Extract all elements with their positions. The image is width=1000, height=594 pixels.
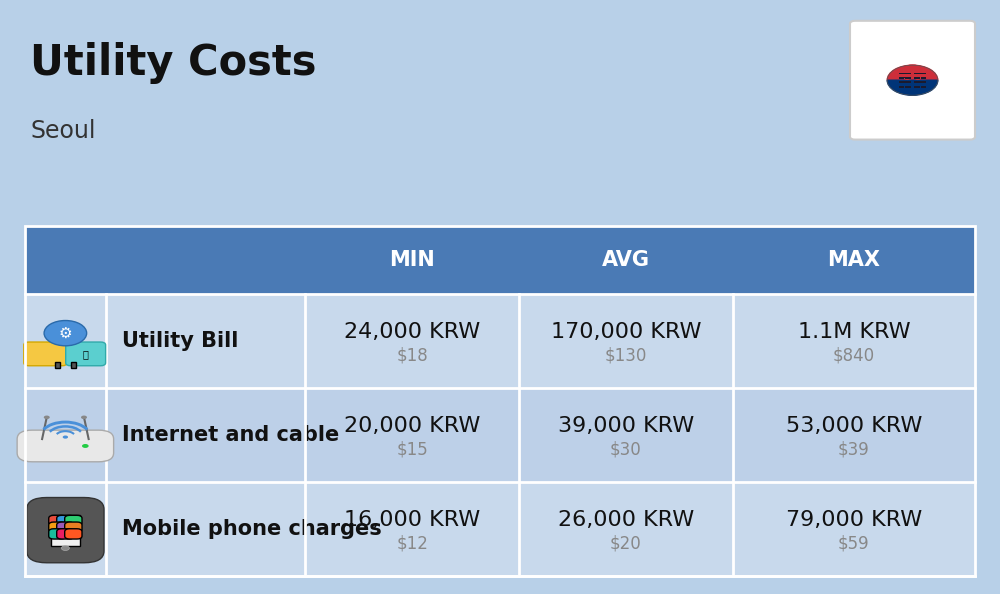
FancyBboxPatch shape [921,77,926,78]
FancyBboxPatch shape [914,81,926,83]
Text: $30: $30 [610,440,642,458]
Text: Utility Costs: Utility Costs [30,42,316,84]
Circle shape [900,65,925,80]
Text: 1.1M KRW: 1.1M KRW [798,321,910,342]
Text: 53,000 KRW: 53,000 KRW [786,416,922,436]
Text: $130: $130 [605,346,647,364]
FancyBboxPatch shape [921,78,926,79]
FancyBboxPatch shape [921,87,926,88]
Text: $840: $840 [833,346,875,364]
Text: ⚙: ⚙ [59,326,72,340]
FancyBboxPatch shape [899,78,904,79]
FancyBboxPatch shape [25,482,975,576]
Circle shape [81,416,87,419]
Circle shape [82,444,89,448]
Text: Utility Bill: Utility Bill [122,331,238,351]
FancyBboxPatch shape [49,522,66,532]
Circle shape [900,80,925,95]
FancyBboxPatch shape [55,362,60,368]
Wedge shape [887,80,938,95]
Circle shape [63,435,68,438]
FancyBboxPatch shape [25,226,975,294]
FancyBboxPatch shape [899,87,904,88]
FancyBboxPatch shape [66,342,106,366]
FancyBboxPatch shape [49,529,66,539]
FancyBboxPatch shape [51,515,80,546]
Text: MAX: MAX [827,250,880,270]
FancyBboxPatch shape [25,388,975,482]
Text: Internet and cable: Internet and cable [122,425,339,445]
FancyBboxPatch shape [914,77,920,78]
FancyBboxPatch shape [899,77,911,78]
Text: 16,000 KRW: 16,000 KRW [344,510,480,530]
Text: Mobile phone charges: Mobile phone charges [122,519,381,539]
FancyBboxPatch shape [24,342,67,366]
Text: 170,000 KRW: 170,000 KRW [551,321,701,342]
FancyBboxPatch shape [57,522,74,532]
Text: $18: $18 [396,346,428,364]
FancyBboxPatch shape [905,87,911,88]
FancyBboxPatch shape [905,82,911,84]
Text: 💧: 💧 [83,349,89,359]
FancyBboxPatch shape [65,529,82,539]
FancyBboxPatch shape [57,516,74,526]
Text: $20: $20 [610,534,642,552]
Text: $15: $15 [396,440,428,458]
Text: $59: $59 [838,534,870,552]
FancyBboxPatch shape [49,516,66,526]
Text: 26,000 KRW: 26,000 KRW [558,510,694,530]
FancyBboxPatch shape [57,529,74,539]
FancyBboxPatch shape [899,72,911,74]
Text: 24,000 KRW: 24,000 KRW [344,321,480,342]
FancyBboxPatch shape [65,516,82,526]
FancyBboxPatch shape [899,81,911,83]
FancyBboxPatch shape [914,72,926,74]
FancyBboxPatch shape [914,87,920,88]
FancyBboxPatch shape [17,430,114,462]
FancyBboxPatch shape [71,362,76,368]
Circle shape [44,321,87,346]
FancyBboxPatch shape [850,21,975,140]
Text: 20,000 KRW: 20,000 KRW [344,416,480,436]
FancyBboxPatch shape [27,498,104,563]
FancyBboxPatch shape [914,82,926,84]
Text: 79,000 KRW: 79,000 KRW [786,510,922,530]
Text: $12: $12 [396,534,428,552]
Circle shape [44,416,50,419]
FancyBboxPatch shape [65,522,82,532]
Text: $39: $39 [838,440,870,458]
FancyBboxPatch shape [899,82,904,84]
Circle shape [61,546,69,551]
FancyBboxPatch shape [25,294,975,388]
FancyBboxPatch shape [914,78,920,79]
Wedge shape [887,65,938,80]
Text: MIN: MIN [389,250,435,270]
Text: AVG: AVG [602,250,650,270]
Text: 39,000 KRW: 39,000 KRW [558,416,694,436]
FancyBboxPatch shape [905,78,911,79]
Text: Seoul: Seoul [30,119,96,143]
